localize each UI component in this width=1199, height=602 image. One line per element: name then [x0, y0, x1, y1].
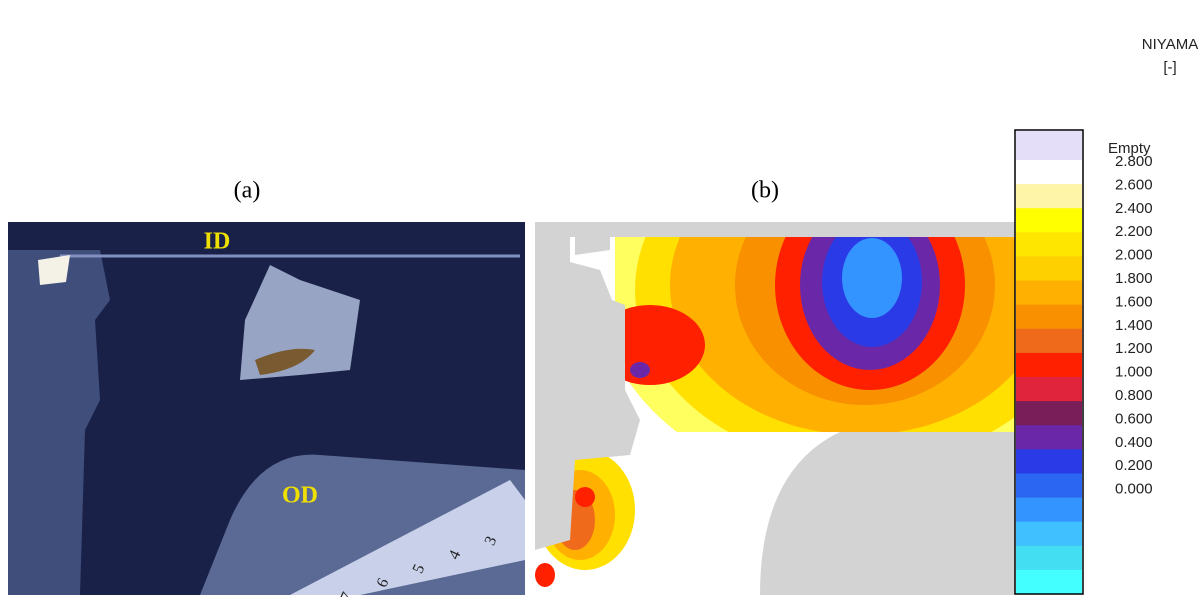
- legend-label: 1.200: [1115, 340, 1153, 357]
- legend-swatch: [1016, 425, 1082, 450]
- legend-label: 0.600: [1115, 410, 1153, 427]
- legend-swatch: [1016, 570, 1082, 595]
- legend-label: 0.800: [1115, 387, 1153, 404]
- legend-label: 0.000: [1115, 481, 1153, 498]
- legend: NIYAMA [-] Empty 2.8002.6002.4002.2002.0…: [1015, 36, 1198, 595]
- legend-swatch: [1016, 232, 1082, 257]
- legend-label: 1.400: [1115, 317, 1153, 334]
- legend-label: 0.400: [1115, 434, 1153, 451]
- legend-label: 2.000: [1115, 247, 1153, 264]
- legend-swatch: [1016, 329, 1082, 354]
- legend-swatch: [1016, 401, 1082, 426]
- photo: ID OD 34567: [8, 222, 525, 597]
- marker: ID: [204, 229, 231, 255]
- legend-swatch: [1016, 353, 1082, 378]
- figure: (a) (b) ID OD 34567 NIYAMA [-] Empty 2.8…: [0, 0, 1199, 597]
- legend-label: 1.800: [1115, 270, 1153, 287]
- legend-title: NIYAMA: [1142, 36, 1198, 53]
- legend-label: 2.400: [1115, 200, 1153, 217]
- legend-swatch: [1016, 473, 1082, 498]
- legend-label: 2.600: [1115, 176, 1153, 193]
- legend-swatch: [1016, 546, 1082, 571]
- legend-swatch: [1016, 305, 1082, 330]
- legend-label: 2.200: [1115, 223, 1153, 240]
- legend-swatch: [1016, 522, 1082, 547]
- panel-label: (b): [751, 178, 779, 204]
- legend-swatch: [1016, 208, 1082, 233]
- legend-label: 1.600: [1115, 293, 1153, 310]
- legend-swatch: [1016, 449, 1082, 474]
- legend-unit: [-]: [1163, 59, 1176, 76]
- panel-label: (a): [234, 178, 261, 204]
- legend-label: 0.200: [1115, 457, 1153, 474]
- legend-swatch: [1016, 160, 1082, 185]
- legend-swatch: [1016, 184, 1082, 209]
- legend-label: 1.000: [1115, 364, 1153, 381]
- legend-label: 2.800: [1115, 153, 1153, 170]
- marker: OD: [282, 483, 318, 509]
- legend-swatch: [1016, 377, 1082, 402]
- legend-swatch: [1016, 256, 1082, 281]
- empty-swatch: [1016, 131, 1082, 160]
- legend-swatch: [1016, 281, 1082, 306]
- legend-swatch: [1016, 498, 1082, 523]
